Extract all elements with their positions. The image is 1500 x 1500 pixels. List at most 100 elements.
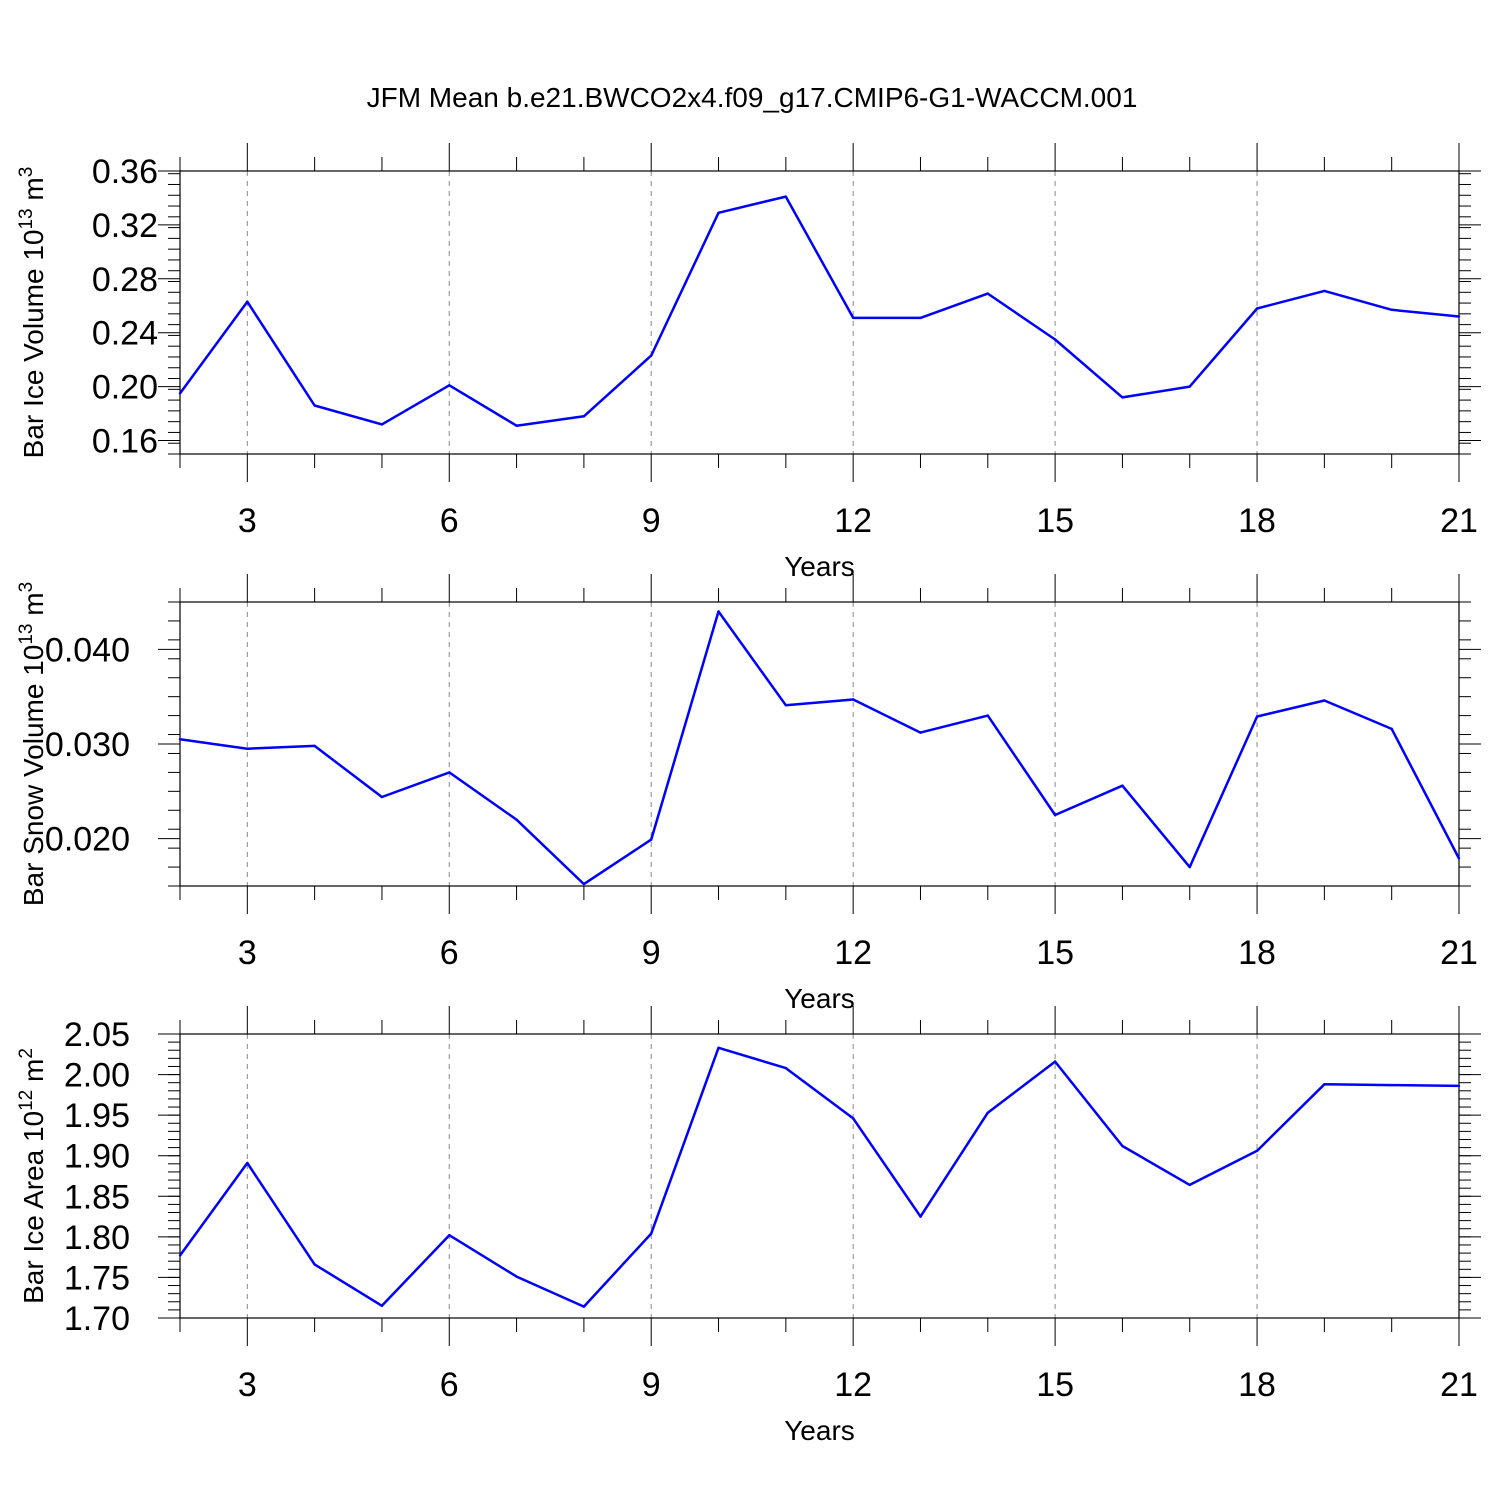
x-tick-label: 3 <box>238 502 257 540</box>
y-axis-title-superscript: 3 <box>16 167 37 178</box>
y-tick-label: 2.05 <box>64 1016 130 1054</box>
x-axis-title: Years <box>784 1415 855 1446</box>
data-point <box>784 703 788 707</box>
data-point <box>919 1215 922 1218</box>
y-axis-title-part: Bar Snow Volume 10 <box>18 645 49 907</box>
y-tick-label: 0.040 <box>45 631 130 669</box>
y-tick-label: 1.75 <box>64 1259 130 1297</box>
y-tick-label: 1.80 <box>64 1219 130 1257</box>
data-point <box>1457 315 1461 318</box>
panel-1: 3 6 9 12 15 18 21 0.16 0.20 0.24 0.28 0.32 0.36 Years… <box>16 143 1481 582</box>
data-point <box>650 354 653 357</box>
data-point <box>1053 1060 1057 1063</box>
data-point <box>515 818 518 821</box>
data-point <box>1255 715 1259 718</box>
x-tick-label: 21 <box>1440 502 1478 540</box>
x-tick-label: 9 <box>642 502 661 540</box>
y-axis-title-superscript: 13 <box>16 208 37 229</box>
x-tick-label: 3 <box>238 1366 257 1404</box>
y-axis-title-part: m <box>18 592 49 623</box>
data-point <box>851 1117 855 1120</box>
x-tick-label: 15 <box>1036 934 1074 972</box>
data-point <box>1188 1183 1191 1187</box>
data-point <box>1323 289 1326 293</box>
x-tick-label: 18 <box>1238 502 1276 540</box>
y-axis-title-superscript: 12 <box>16 1090 37 1111</box>
data-point <box>246 747 249 750</box>
x-tick-label: 3 <box>238 934 257 972</box>
y-axis-title-part: m <box>18 177 49 208</box>
x-tick-label: 15 <box>1036 502 1074 540</box>
data-point <box>515 424 518 427</box>
data-point <box>1390 1083 1393 1087</box>
data-point <box>717 211 720 214</box>
data-point <box>1121 1144 1124 1148</box>
y-axis-title-superscript: 2 <box>16 1048 37 1059</box>
data-point <box>448 384 451 387</box>
data-point <box>1255 1149 1259 1153</box>
y-tick-label: 0.20 <box>92 369 158 407</box>
panels: 3 6 9 12 15 18 21 0.16 0.20 0.24 0.28 0.32 0.36 Years… <box>16 143 1481 1446</box>
data-point <box>1390 308 1393 312</box>
data-point <box>717 610 720 613</box>
data-point <box>784 1066 788 1070</box>
data-point <box>582 1305 586 1308</box>
data-point <box>313 744 316 748</box>
y-axis-title-part: Bar Ice Area 10 <box>18 1111 49 1304</box>
y-tick-label: 0.32 <box>92 207 158 245</box>
data-point <box>380 423 384 426</box>
data-point <box>178 738 182 741</box>
data-point <box>986 714 989 717</box>
data-point <box>178 1254 182 1257</box>
series-line <box>178 1046 1460 1308</box>
y-tick-label: 0.36 <box>92 153 158 191</box>
y-axis-title-part: Bar Ice Volume 10 <box>18 230 49 459</box>
y-axis-title-superscript: 3 <box>16 582 37 593</box>
y-tick-label: 0.020 <box>45 821 130 859</box>
y-axis-title: Bar Ice Volume 1013 m3 <box>16 167 49 459</box>
data-point <box>1323 699 1326 702</box>
data-point <box>717 1046 720 1049</box>
plot-frame <box>179 1033 1460 1319</box>
data-point <box>650 838 653 841</box>
x-axis-title: Years <box>784 551 855 582</box>
data-point <box>1255 307 1259 310</box>
y-tick-label: 0.24 <box>92 315 158 353</box>
y-axis-title-superscript: 13 <box>16 624 37 645</box>
plot-frame <box>179 601 1460 887</box>
x-tick-label: 21 <box>1440 1366 1478 1404</box>
y-tick-label: 1.90 <box>64 1138 130 1176</box>
plot-frame <box>179 170 1460 455</box>
x-tick-label: 12 <box>834 934 872 972</box>
x-axis-title: Years <box>784 983 855 1014</box>
x-tick-label: 21 <box>1440 934 1478 972</box>
y-axis-title-part: m <box>18 1059 49 1090</box>
data-point <box>851 316 855 320</box>
data-point <box>1053 338 1057 341</box>
data-point <box>448 1234 451 1237</box>
y-tick-label: 1.95 <box>64 1097 130 1135</box>
data-point <box>650 1232 653 1235</box>
data-point <box>851 698 855 701</box>
y-axis-title: Bar Snow Volume 1013 m3 <box>16 582 49 906</box>
data-point <box>1323 1083 1326 1086</box>
y-axis-title: Bar Ice Area 1012 m2 <box>16 1048 49 1304</box>
y-tick-label: 1.85 <box>64 1178 130 1216</box>
x-tick-label: 6 <box>440 502 459 540</box>
data-point <box>515 1275 518 1278</box>
data-point <box>1121 396 1124 399</box>
y-tick-label: 0.28 <box>92 261 158 299</box>
x-tick-label: 6 <box>440 1366 459 1404</box>
data-point <box>1390 727 1393 731</box>
panel-2: 3 6 9 12 15 18 21 0.020 0.030 0.040 Years Bar Snow … <box>16 574 1481 1014</box>
data-point <box>784 195 788 198</box>
x-tick-label: 9 <box>642 1366 661 1404</box>
data-point <box>1053 813 1057 817</box>
figure-title: JFM Mean b.e21.BWCO2x4.f09_g17.CMIP6-G1-… <box>367 82 1138 113</box>
data-point <box>380 1304 384 1308</box>
data-point <box>986 1111 989 1114</box>
data-point <box>919 731 922 734</box>
y-tick-label: 1.70 <box>64 1300 130 1338</box>
data-point <box>246 300 249 303</box>
